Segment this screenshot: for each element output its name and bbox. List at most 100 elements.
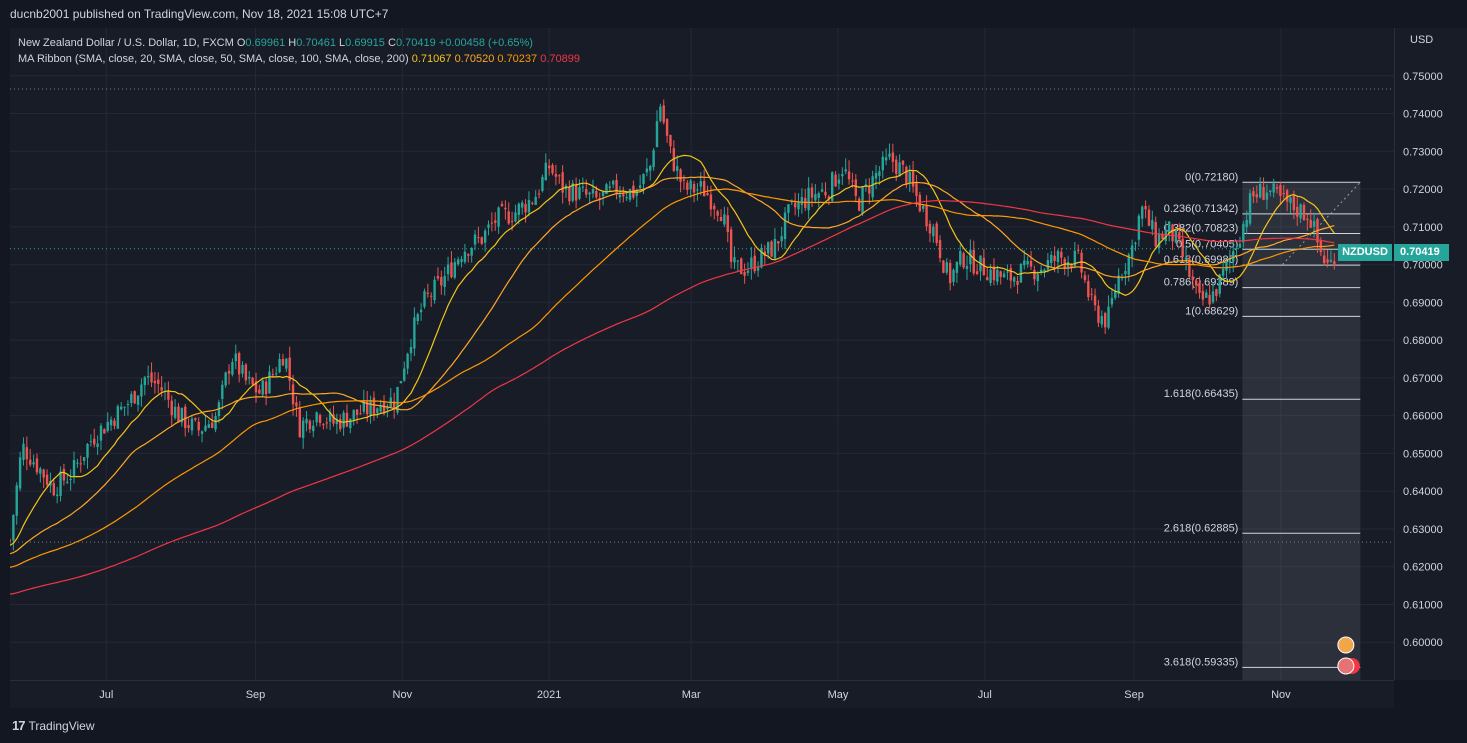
candle-body bbox=[719, 216, 723, 222]
candle-body bbox=[423, 291, 426, 307]
candle-body bbox=[777, 241, 780, 244]
candle-body bbox=[837, 179, 841, 184]
candle-body bbox=[878, 171, 881, 176]
candle-body bbox=[120, 406, 123, 410]
candle-body bbox=[1215, 289, 1218, 296]
candle-body bbox=[743, 272, 746, 276]
legend-ma-row[interactable]: MA Ribbon (SMA, close, 20, SMA, close, 5… bbox=[18, 51, 580, 67]
candle-body bbox=[204, 425, 207, 431]
candle-body bbox=[689, 180, 692, 190]
fib-level-label: 2.618(0.62885) bbox=[1164, 522, 1239, 534]
candle-body bbox=[820, 189, 824, 192]
candle-body bbox=[1255, 194, 1259, 198]
candle-body bbox=[908, 172, 911, 184]
candle-body bbox=[834, 174, 837, 187]
candle-body bbox=[409, 347, 413, 354]
candle-body bbox=[959, 250, 962, 265]
symbol-name[interactable]: New Zealand Dollar / U.S. Dollar, 1D, FX… bbox=[18, 37, 234, 49]
candle-body bbox=[935, 223, 938, 243]
candle-body bbox=[315, 412, 318, 423]
time-scale[interactable]: Jul Sep Nov 2021 Mar May Jul Sep Nov bbox=[10, 680, 1394, 708]
candle-body bbox=[736, 260, 740, 262]
ma20-value: 0.71067 bbox=[411, 53, 452, 65]
event-marker-usd bbox=[1337, 657, 1355, 675]
fib-level-label: 3.618(0.59335) bbox=[1164, 656, 1239, 668]
low-value: 0.69915 bbox=[345, 37, 385, 49]
candle-body bbox=[574, 184, 578, 201]
candle-body bbox=[1144, 206, 1147, 210]
candle-body bbox=[999, 271, 1002, 277]
candle-body bbox=[460, 258, 463, 262]
candle-body bbox=[153, 380, 157, 384]
price-scale-canvas[interactable]: 0.75000 0.74000 0.73000 0.72000 0.71000 0.700… bbox=[1395, 28, 1467, 680]
candle-body bbox=[59, 471, 62, 496]
candle-body bbox=[645, 168, 649, 173]
candle-body bbox=[831, 172, 834, 201]
candle-body bbox=[113, 420, 116, 426]
candle-body bbox=[962, 253, 965, 268]
candle-body bbox=[901, 160, 905, 165]
candle-body bbox=[655, 121, 659, 148]
candle-body bbox=[89, 440, 93, 442]
tradingview-logo-icon: 17 bbox=[12, 718, 26, 733]
candle-body bbox=[42, 469, 45, 478]
time-tick-label: May bbox=[828, 689, 849, 701]
candle-body bbox=[1306, 218, 1309, 221]
candle-body bbox=[214, 415, 217, 430]
candle-body bbox=[301, 420, 305, 439]
candle-body bbox=[298, 407, 301, 438]
candle-body bbox=[146, 375, 150, 378]
candle-body bbox=[22, 443, 25, 460]
candle-body bbox=[1063, 258, 1066, 268]
candle-body bbox=[355, 409, 359, 415]
time-scale-canvas[interactable]: Jul Sep Nov 2021 Mar May Jul Sep Nov bbox=[10, 681, 1394, 709]
candle-body bbox=[992, 266, 996, 281]
candle-body bbox=[413, 317, 416, 349]
legend-symbol-row[interactable]: New Zealand Dollar / U.S. Dollar, 1D, FX… bbox=[18, 35, 580, 51]
candle-body bbox=[534, 196, 537, 205]
candle-body bbox=[210, 422, 214, 428]
price-tick-label: 0.74000 bbox=[1403, 109, 1443, 121]
candle-body bbox=[1285, 190, 1289, 202]
price-tick-label: 0.75000 bbox=[1403, 71, 1443, 83]
candle-body bbox=[483, 230, 487, 243]
candle-body bbox=[1201, 290, 1205, 300]
candle-body bbox=[500, 203, 504, 207]
candle-body bbox=[32, 462, 35, 465]
candle-body bbox=[271, 374, 275, 376]
candle-body bbox=[787, 204, 790, 213]
candle-body bbox=[568, 186, 571, 202]
candle-body bbox=[167, 391, 170, 400]
candle-body bbox=[1070, 264, 1073, 268]
candle-body bbox=[93, 438, 96, 445]
candle-body bbox=[945, 262, 948, 273]
ma-line-sma20 bbox=[10, 154, 1335, 546]
candle-body bbox=[180, 407, 184, 423]
candle-body bbox=[868, 186, 871, 194]
fib-level-label: 0.786(0.69389) bbox=[1164, 277, 1239, 289]
price-scale[interactable]: 0.75000 0.74000 0.73000 0.72000 0.71000 0.700… bbox=[1394, 28, 1467, 680]
candle-body bbox=[524, 204, 527, 213]
candle-body bbox=[1296, 206, 1299, 217]
candle-body bbox=[972, 249, 975, 274]
currency-selector[interactable]: USD bbox=[1410, 34, 1434, 46]
candle-body bbox=[591, 189, 595, 194]
ma-ribbon-label[interactable]: MA Ribbon (SMA, close, 20, SMA, close, 5… bbox=[18, 53, 409, 65]
chart-panel[interactable]: 0(0.72180) 0.236(0.71342) 0.382(0.70823) 0.… bbox=[10, 28, 1394, 680]
chart-canvas[interactable]: 0(0.72180)0.236(0.71342)0.382(0.70823)0.… bbox=[10, 28, 1394, 680]
candle-body bbox=[895, 159, 898, 174]
candle-body bbox=[1322, 255, 1326, 264]
candle-body bbox=[544, 162, 547, 181]
candle-body bbox=[1279, 185, 1282, 196]
tradingview-brand[interactable]: 17 TradingView bbox=[12, 718, 95, 733]
candle-body bbox=[753, 255, 756, 272]
price-tick-label: 0.68000 bbox=[1403, 335, 1443, 347]
candle-body bbox=[443, 276, 446, 288]
candle-body bbox=[1046, 260, 1050, 270]
candle-body bbox=[942, 260, 945, 273]
candle-body bbox=[982, 257, 986, 276]
candle-body bbox=[1056, 250, 1060, 263]
candle-body bbox=[723, 214, 726, 225]
price-tick-label: 0.67000 bbox=[1403, 373, 1443, 385]
candle-body bbox=[126, 404, 130, 406]
